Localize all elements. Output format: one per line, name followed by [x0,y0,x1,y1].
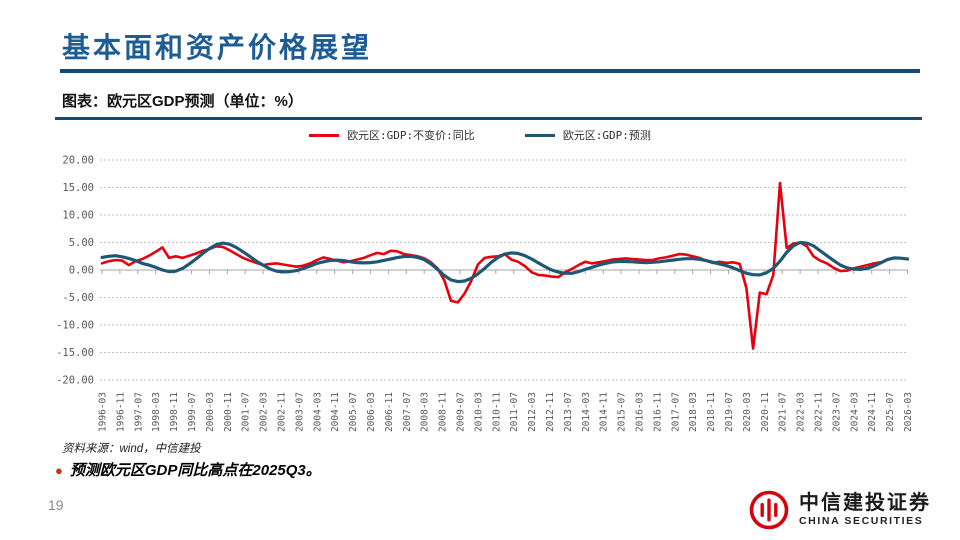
legend-item-actual: 欧元区:GDP:不变价:同比 [309,127,475,143]
bullet-row: ● 预测欧元区GDP同比高点在2025Q3。 [55,462,321,480]
x-axis-label: 2022-03 [796,392,807,432]
x-axis-label: 2007-07 [402,392,413,432]
legend-label-forecast: 欧元区:GDP:预测 [562,129,651,142]
title-underline [60,69,920,73]
gdp-forecast-line [100,240,910,284]
x-axis-label: 2021-07 [778,392,789,432]
legend-swatch-blue [524,133,555,137]
x-axis-label: 2016-03 [635,392,646,432]
x-axis-label: 2009-07 [456,392,467,432]
x-axis-label: 2012-03 [527,392,538,432]
chart-legend: 欧元区:GDP:不变价:同比 欧元区:GDP:预测 [0,127,960,143]
x-axis-label: 2018-03 [688,392,699,432]
x-axis-label: 2020-11 [760,392,771,432]
page-title: 基本面和资产价格展望 [62,32,373,63]
y-axis-label: -20.00 [56,375,94,387]
x-axis-label: 2002-11 [277,392,288,432]
x-axis-label: 2005-07 [348,392,359,432]
y-axis-label: 20.00 [62,155,94,167]
x-axis-label: 2006-11 [384,392,395,432]
x-axis-label: 2011-07 [509,392,520,432]
x-axis-label: 2006-03 [366,392,377,432]
x-axis-label: 2026-03 [903,392,914,432]
caption-underline [55,117,922,120]
x-axis-label: 2020-03 [742,392,753,432]
x-axis-label: 2010-11 [491,392,502,432]
x-axis-label: 1996-11 [115,392,126,432]
x-axis-label: 2004-03 [312,392,323,432]
x-axis-labels: 1996-03 1996-11 1997-07 1998-03 1998-11 1999-… [98,270,914,432]
x-axis-label: 1998-11 [169,392,180,432]
bullet-dot-icon: ● [55,463,63,478]
x-axis-label: 2013-07 [563,392,574,432]
x-axis-label: 2002-03 [259,392,270,432]
logo-name-cn: 中信建投证券 [799,491,931,514]
source-note: 资料来源：wind，中信建投 [62,443,201,455]
x-axis-label: 1997-07 [133,392,144,432]
x-axis-label: 2017-07 [670,392,681,432]
x-axis-label: 2000-03 [205,392,216,432]
citic-emblem-icon [749,490,789,530]
x-axis-label: 2015-07 [617,392,628,432]
logo-text: 中信建投证券 CHINA SECURITIES [799,491,931,527]
x-axis-label: 1999-07 [187,392,198,432]
x-axis-label: 2014-11 [599,392,610,432]
legend-swatch-red [309,133,340,137]
y-axis-label: 10.00 [62,210,94,222]
y-axis-labels: 20.00 15.00 10.00 5.00 0.00 -5.00 -10.00 -15.00… [56,155,94,387]
gridlines [100,159,908,381]
x-axis-label: 1998-03 [151,392,162,432]
x-axis-label: 2018-11 [706,392,717,432]
legend-label-actual: 欧元区:GDP:不变价:同比 [347,129,475,142]
y-axis-label: 15.00 [62,182,94,194]
logo-name-en: CHINA SECURITIES [799,514,924,527]
x-axis-label: 2023-07 [831,392,842,432]
chart-caption: 图表：欧元区GDP预测（单位：%） [62,93,303,110]
x-axis-label: 1996-03 [98,392,109,432]
bullet-text: 预测欧元区GDP同比高点在2025Q3。 [69,462,321,479]
legend-item-forecast: 欧元区:GDP:预测 [524,127,651,143]
y-axis-label: -10.00 [56,320,94,332]
y-axis-label: 0.00 [69,265,94,277]
page-number: 19 [48,497,64,513]
x-axis-label: 2025-07 [885,392,896,432]
x-axis-label: 2008-03 [420,392,431,432]
x-axis-label: 2012-11 [545,392,556,432]
x-axis-label: 2024-03 [849,392,860,432]
y-axis-label: 5.00 [69,237,94,249]
x-axis-label: 2024-11 [867,392,878,432]
x-axis-label: 2019-07 [724,392,735,432]
x-axis-label: 2016-11 [652,392,663,432]
x-axis-label: 2003-07 [294,392,305,432]
x-axis-label: 2000-11 [223,392,234,432]
y-axis-label: -15.00 [56,347,94,359]
x-axis-label: 2022-11 [814,392,825,432]
x-axis-label: 2001-07 [241,392,252,432]
x-axis-label: 2010-03 [473,392,484,432]
company-logo: 中信建投证券 CHINA SECURITIES [748,489,931,531]
y-axis-label: -5.00 [62,292,94,304]
x-axis-label: 2008-11 [438,392,449,432]
x-axis-label: 2004-11 [330,392,341,432]
gdp-actual-line [100,181,882,350]
x-axis-label: 2014-03 [581,392,592,432]
